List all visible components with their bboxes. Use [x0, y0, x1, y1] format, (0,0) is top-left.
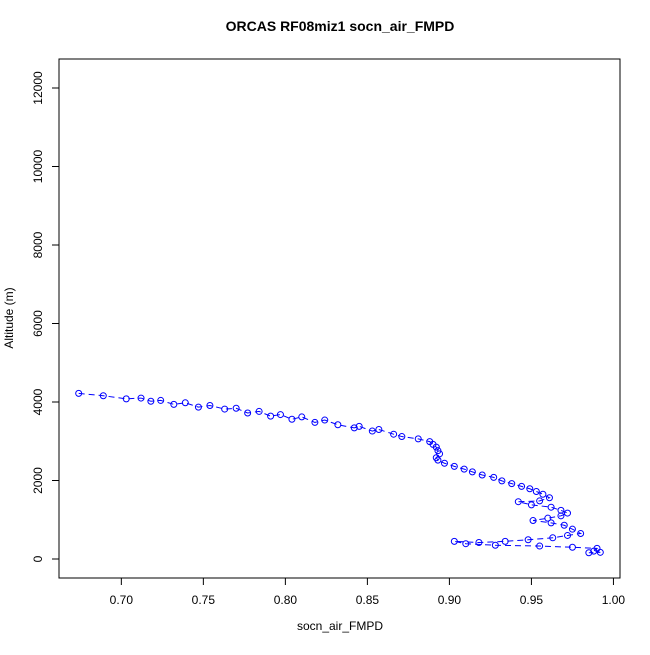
data-point [288, 415, 296, 423]
data-point [181, 399, 189, 407]
y-tick-label: 6000 [31, 310, 45, 337]
data-point [532, 487, 540, 495]
data-point [536, 497, 544, 505]
x-axis-label: socn_air_FMPD [297, 619, 383, 633]
x-tick-label: 0.75 [192, 593, 216, 607]
data-point [157, 396, 165, 404]
data-point [514, 498, 522, 506]
data-point [460, 465, 468, 473]
y-tick-label: 8000 [31, 231, 45, 258]
data-point [450, 462, 458, 470]
data-point [585, 549, 593, 557]
data-point [206, 402, 214, 410]
data-point [547, 519, 555, 527]
data-point [577, 529, 585, 537]
data-point [478, 471, 486, 479]
data-point [398, 433, 406, 441]
data-point [321, 416, 329, 424]
data-point [491, 541, 499, 549]
data-point [568, 525, 576, 533]
data-point [596, 548, 604, 556]
data-point [508, 480, 516, 488]
data-point [232, 404, 240, 412]
data-point [298, 413, 306, 421]
data-point [590, 547, 598, 555]
data-point [564, 531, 572, 539]
data-point [122, 395, 130, 403]
data-point [526, 485, 534, 493]
x-tick-label: 1.00 [602, 593, 626, 607]
data-point [518, 482, 526, 490]
data-point [137, 394, 145, 402]
data-point [75, 389, 83, 397]
data-point [267, 412, 275, 420]
y-tick-label: 12000 [31, 71, 45, 105]
data-point [462, 540, 470, 548]
data-point [334, 421, 342, 429]
data-point [544, 514, 552, 522]
data-point [194, 403, 202, 411]
data-point [524, 536, 532, 544]
data-point [490, 473, 498, 481]
data-point [368, 427, 376, 435]
data-point [221, 405, 229, 413]
y-tick-label: 4000 [31, 388, 45, 415]
chart-title: ORCAS RF08miz1 socn_air_FMPD [226, 18, 455, 34]
data-point [568, 543, 576, 551]
data-point [434, 456, 442, 464]
data-point [547, 503, 555, 511]
data-point [255, 407, 263, 415]
data-point [498, 477, 506, 485]
data-point [529, 517, 537, 525]
x-tick-label: 0.90 [438, 593, 462, 607]
data-point [545, 494, 553, 502]
x-tick-label: 0.95 [520, 593, 544, 607]
data-point [560, 521, 568, 529]
data-point [468, 468, 476, 476]
data-point [147, 397, 155, 405]
data-point [311, 418, 319, 426]
x-tick-label: 0.80 [274, 593, 298, 607]
data-point [350, 424, 358, 432]
data-point [99, 392, 107, 400]
data-point [557, 506, 565, 514]
data-line [78, 392, 601, 554]
data-point [527, 501, 535, 509]
data-point [244, 409, 252, 417]
data-point [375, 425, 383, 433]
data-point [414, 435, 422, 443]
data-point [450, 537, 458, 545]
data-point [536, 542, 544, 550]
y-tick-label: 2000 [31, 467, 45, 494]
x-tick-label: 0.85 [356, 593, 380, 607]
x-tick-label: 0.70 [110, 593, 134, 607]
data-point [355, 422, 363, 430]
y-tick-label: 0 [31, 555, 45, 562]
data-point [564, 509, 572, 517]
data-point [440, 459, 448, 467]
data-point [557, 512, 565, 520]
data-point [432, 443, 440, 451]
data-point [475, 539, 483, 547]
data-point [549, 534, 557, 542]
data-point [276, 411, 284, 419]
data-point [501, 537, 509, 545]
y-tick-label: 10000 [31, 149, 45, 183]
data-point [390, 430, 398, 438]
data-point [539, 490, 547, 498]
y-axis-label: Altitude (m) [2, 287, 16, 348]
data-point [170, 400, 178, 408]
plot-frame [58, 58, 621, 579]
